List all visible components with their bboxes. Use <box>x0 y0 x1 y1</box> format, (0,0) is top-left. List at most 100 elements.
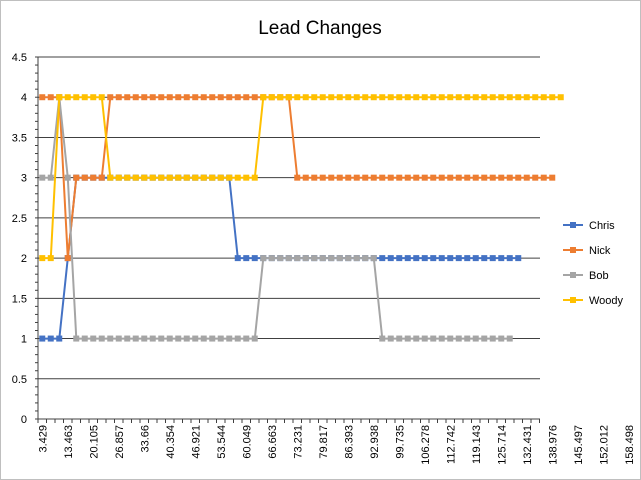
data-point <box>396 174 403 181</box>
x-tick-label: 152.012 <box>598 425 610 465</box>
data-point <box>328 174 335 181</box>
data-point <box>396 255 403 262</box>
data-point <box>294 94 301 101</box>
series-bob <box>39 94 513 342</box>
data-point <box>234 335 241 342</box>
x-tick-label: 106.278 <box>420 425 432 465</box>
data-point <box>336 94 343 101</box>
data-point <box>200 335 207 342</box>
y-tick-label: 3 <box>21 173 27 185</box>
data-point <box>421 174 428 181</box>
data-point <box>115 94 122 101</box>
data-point <box>56 335 63 342</box>
data-point <box>438 335 445 342</box>
data-point <box>251 335 258 342</box>
data-point <box>209 94 216 101</box>
legend-entry-nick: Nick <box>563 245 611 257</box>
data-point <box>260 255 267 262</box>
data-point <box>498 255 505 262</box>
legend-label: Woody <box>589 295 624 307</box>
data-point <box>73 335 80 342</box>
data-point <box>523 174 530 181</box>
data-point <box>489 335 496 342</box>
data-point <box>98 94 105 101</box>
x-tick-label: 138.976 <box>547 425 559 465</box>
data-point <box>132 94 139 101</box>
data-point <box>260 94 267 101</box>
data-point <box>268 94 275 101</box>
data-point <box>404 255 411 262</box>
x-tick-label: 125.714 <box>496 425 508 465</box>
data-point <box>345 94 352 101</box>
data-point <box>506 255 513 262</box>
data-point <box>387 174 394 181</box>
data-point <box>523 94 530 101</box>
data-point <box>345 255 352 262</box>
data-point <box>115 174 122 181</box>
data-point <box>345 174 352 181</box>
data-point <box>277 255 284 262</box>
data-point <box>413 335 420 342</box>
x-tick-label: 99.735 <box>394 425 406 459</box>
data-point <box>438 174 445 181</box>
data-point <box>481 174 488 181</box>
data-point <box>455 335 462 342</box>
data-point <box>73 94 80 101</box>
data-point <box>175 94 182 101</box>
data-point <box>90 335 97 342</box>
data-point <box>158 94 165 101</box>
x-tick-label: 33.66 <box>139 425 151 453</box>
data-point <box>81 174 88 181</box>
data-point <box>192 335 199 342</box>
legend-marker <box>570 247 576 253</box>
data-point <box>124 94 131 101</box>
data-point <box>243 335 250 342</box>
data-point <box>107 94 114 101</box>
data-point <box>158 174 165 181</box>
data-point <box>506 174 513 181</box>
data-point <box>481 335 488 342</box>
data-point <box>336 255 343 262</box>
x-tick-label: 119.143 <box>471 425 483 464</box>
data-point <box>328 255 335 262</box>
data-point <box>498 174 505 181</box>
data-point <box>47 174 54 181</box>
data-point <box>362 94 369 101</box>
data-point <box>226 94 233 101</box>
data-point <box>353 255 360 262</box>
data-point <box>319 255 326 262</box>
data-point <box>251 255 258 262</box>
data-point <box>353 94 360 101</box>
data-point <box>421 335 428 342</box>
data-point <box>370 255 377 262</box>
data-point <box>464 94 471 101</box>
data-point <box>472 255 479 262</box>
data-point <box>370 94 377 101</box>
data-point <box>515 94 522 101</box>
data-point <box>447 174 454 181</box>
data-point <box>234 255 241 262</box>
data-point <box>481 255 488 262</box>
data-point <box>447 255 454 262</box>
data-point <box>319 94 326 101</box>
data-point <box>141 94 148 101</box>
data-point <box>149 335 156 342</box>
data-point <box>455 174 462 181</box>
data-point <box>489 94 496 101</box>
data-point <box>73 174 80 181</box>
data-point <box>498 335 505 342</box>
data-point <box>200 174 207 181</box>
data-point <box>506 335 513 342</box>
data-point <box>166 174 173 181</box>
data-point <box>540 94 547 101</box>
x-tick-label: 73.231 <box>292 425 304 459</box>
data-point <box>387 335 394 342</box>
data-point <box>132 174 139 181</box>
data-point <box>64 94 71 101</box>
data-point <box>379 94 386 101</box>
data-point <box>294 174 301 181</box>
data-point <box>489 174 496 181</box>
data-point <box>387 255 394 262</box>
data-point <box>39 94 46 101</box>
